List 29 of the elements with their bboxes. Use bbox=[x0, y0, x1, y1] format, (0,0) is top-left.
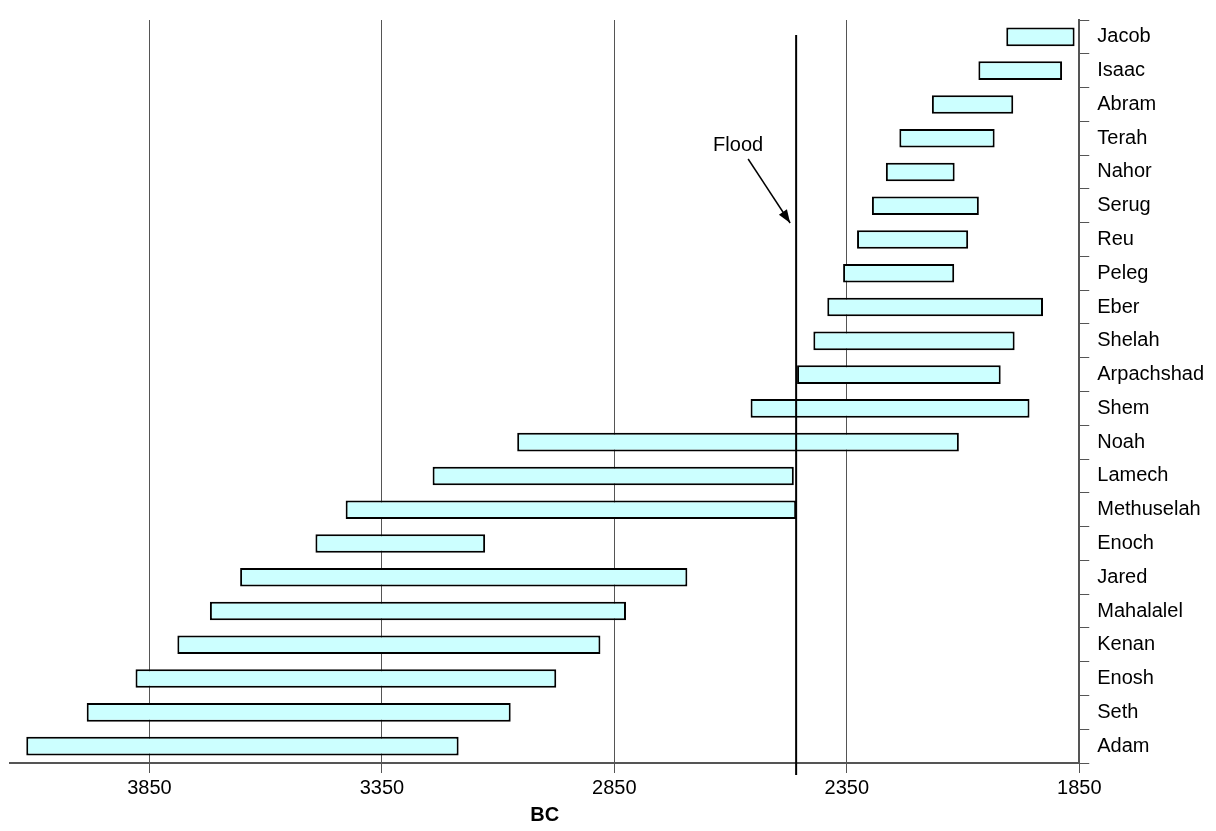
y-tick-label: Abram bbox=[1097, 91, 1157, 114]
y-tick-label: Kenan bbox=[1097, 632, 1156, 655]
y-tick-label: Jared bbox=[1097, 564, 1148, 587]
x-tick-label: 3850 bbox=[127, 775, 172, 798]
y-tick-label: Nahor bbox=[1097, 159, 1153, 182]
y-tick-label: Enoch bbox=[1097, 530, 1154, 553]
y-tick-label: Shelah bbox=[1097, 328, 1160, 351]
y-tick-label: Enosh bbox=[1097, 666, 1154, 689]
y-tick-label: Isaac bbox=[1097, 58, 1146, 81]
x-tick-label: 1850 bbox=[1057, 775, 1102, 798]
y-tick-label: Adam bbox=[1097, 733, 1150, 756]
y-tick-label: Serug bbox=[1097, 193, 1151, 216]
y-tick-label: Seth bbox=[1097, 699, 1139, 722]
y-tick-label: Shem bbox=[1097, 395, 1150, 418]
y-tick-label: Lamech bbox=[1097, 463, 1169, 486]
ref-line-label: Flood bbox=[713, 132, 764, 155]
y-tick-label: Peleg bbox=[1097, 260, 1149, 283]
x-axis-title: BC bbox=[530, 802, 560, 825]
x-tick-label: 2350 bbox=[824, 775, 870, 798]
y-tick-label: Mahalalel bbox=[1097, 598, 1183, 621]
y-tick-label: Reu bbox=[1097, 227, 1134, 250]
y-tick-label: Eber bbox=[1097, 294, 1140, 317]
y-tick-label: Arpachshad bbox=[1097, 362, 1205, 385]
y-tick-label: Methuselah bbox=[1097, 497, 1201, 520]
y-tick-label: Terah bbox=[1097, 125, 1148, 148]
y-tick-label: Noah bbox=[1097, 429, 1146, 452]
y-tick-label: Jacob bbox=[1097, 24, 1151, 47]
x-tick-label: 2850 bbox=[592, 775, 637, 798]
x-tick-label: 3350 bbox=[359, 775, 405, 798]
